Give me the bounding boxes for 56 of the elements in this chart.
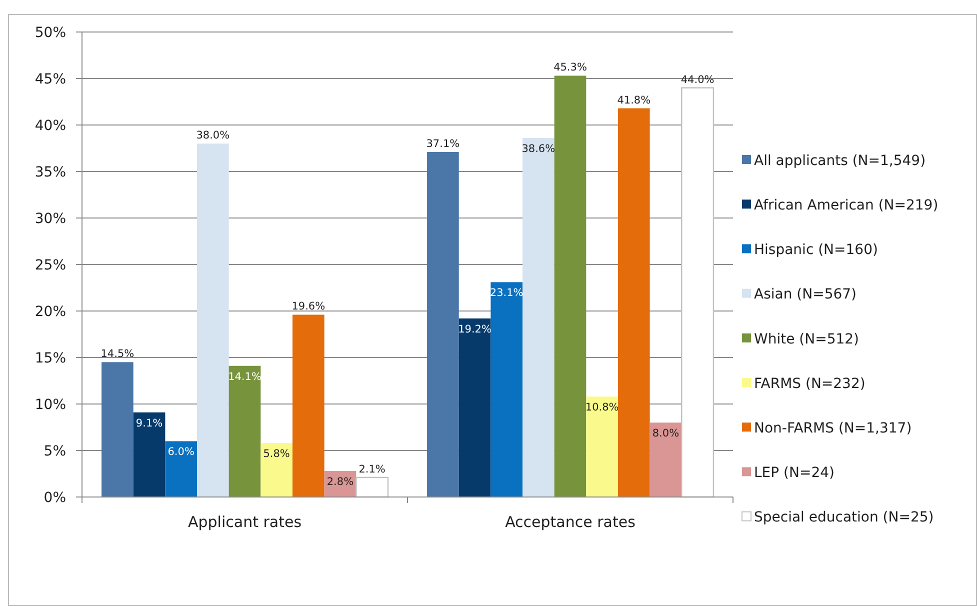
data-label: 8.0%	[652, 428, 680, 440]
y-tick-label: 35%	[34, 164, 66, 180]
data-label: 9.1%	[136, 417, 163, 430]
bar	[260, 443, 292, 497]
y-tick-label: 10%	[34, 396, 66, 413]
data-label: 41.8%	[617, 94, 651, 106]
data-label: 19.2%	[458, 323, 492, 336]
bar	[490, 282, 523, 497]
y-tick-label: 20%	[34, 304, 66, 320]
data-label: 5.8%	[263, 448, 290, 460]
bar	[522, 138, 554, 497]
data-label: 2.8%	[326, 476, 354, 488]
bar	[356, 476, 389, 498]
legend-label: Asian (N=567)	[754, 286, 857, 303]
data-label: 38.6%	[522, 143, 556, 156]
bar	[650, 422, 682, 497]
x-tick-label: Applicant rates	[188, 513, 302, 531]
data-label: 10.8%	[585, 402, 619, 414]
y-tick-label: 50%	[34, 24, 66, 41]
y-tick-label: 5%	[44, 443, 66, 460]
bar	[197, 144, 229, 497]
legend-label: FARMS (N=232)	[754, 376, 866, 392]
data-label: 2.1%	[358, 463, 386, 476]
bar	[133, 412, 166, 497]
bar	[554, 76, 586, 497]
bar	[618, 108, 650, 497]
data-label: 19.6%	[292, 300, 326, 313]
bar	[102, 362, 134, 497]
data-label: 23.1%	[490, 287, 524, 300]
data-label: 6.0%	[168, 446, 194, 458]
x-tick-label: Acceptance rates	[505, 513, 636, 531]
y-tick-label: 40%	[34, 118, 66, 134]
bar	[681, 87, 714, 498]
bar	[586, 396, 618, 497]
legend-label: White (N=512)	[754, 331, 860, 348]
y-tick-label: 0%	[44, 490, 66, 506]
bar	[427, 152, 459, 497]
legend-label: LEP (N=24)	[754, 465, 834, 482]
legend-label: Hispanic (N=160)	[754, 242, 878, 258]
data-label: 38.0%	[196, 130, 230, 142]
data-label: 45.3%	[554, 62, 587, 74]
y-tick-label: 25%	[34, 257, 66, 274]
legend-label: Special education (N=25)	[754, 510, 934, 526]
data-label: 14.5%	[100, 348, 134, 360]
bar	[458, 318, 491, 497]
data-label: 37.1%	[426, 138, 460, 150]
data-label: 44.0%	[680, 74, 714, 86]
y-tick-label: 15%	[34, 350, 66, 366]
legend-label: All applicants (N=1,549)	[754, 152, 926, 169]
bar	[228, 366, 261, 497]
y-tick-label: 30%	[34, 210, 66, 227]
legend-label: Non-FARMS (N=1,317)	[754, 420, 912, 436]
y-tick-label: 45%	[34, 71, 66, 88]
legend-label: African American (N=219)	[754, 198, 938, 214]
bar	[165, 441, 198, 497]
bar	[292, 314, 324, 497]
